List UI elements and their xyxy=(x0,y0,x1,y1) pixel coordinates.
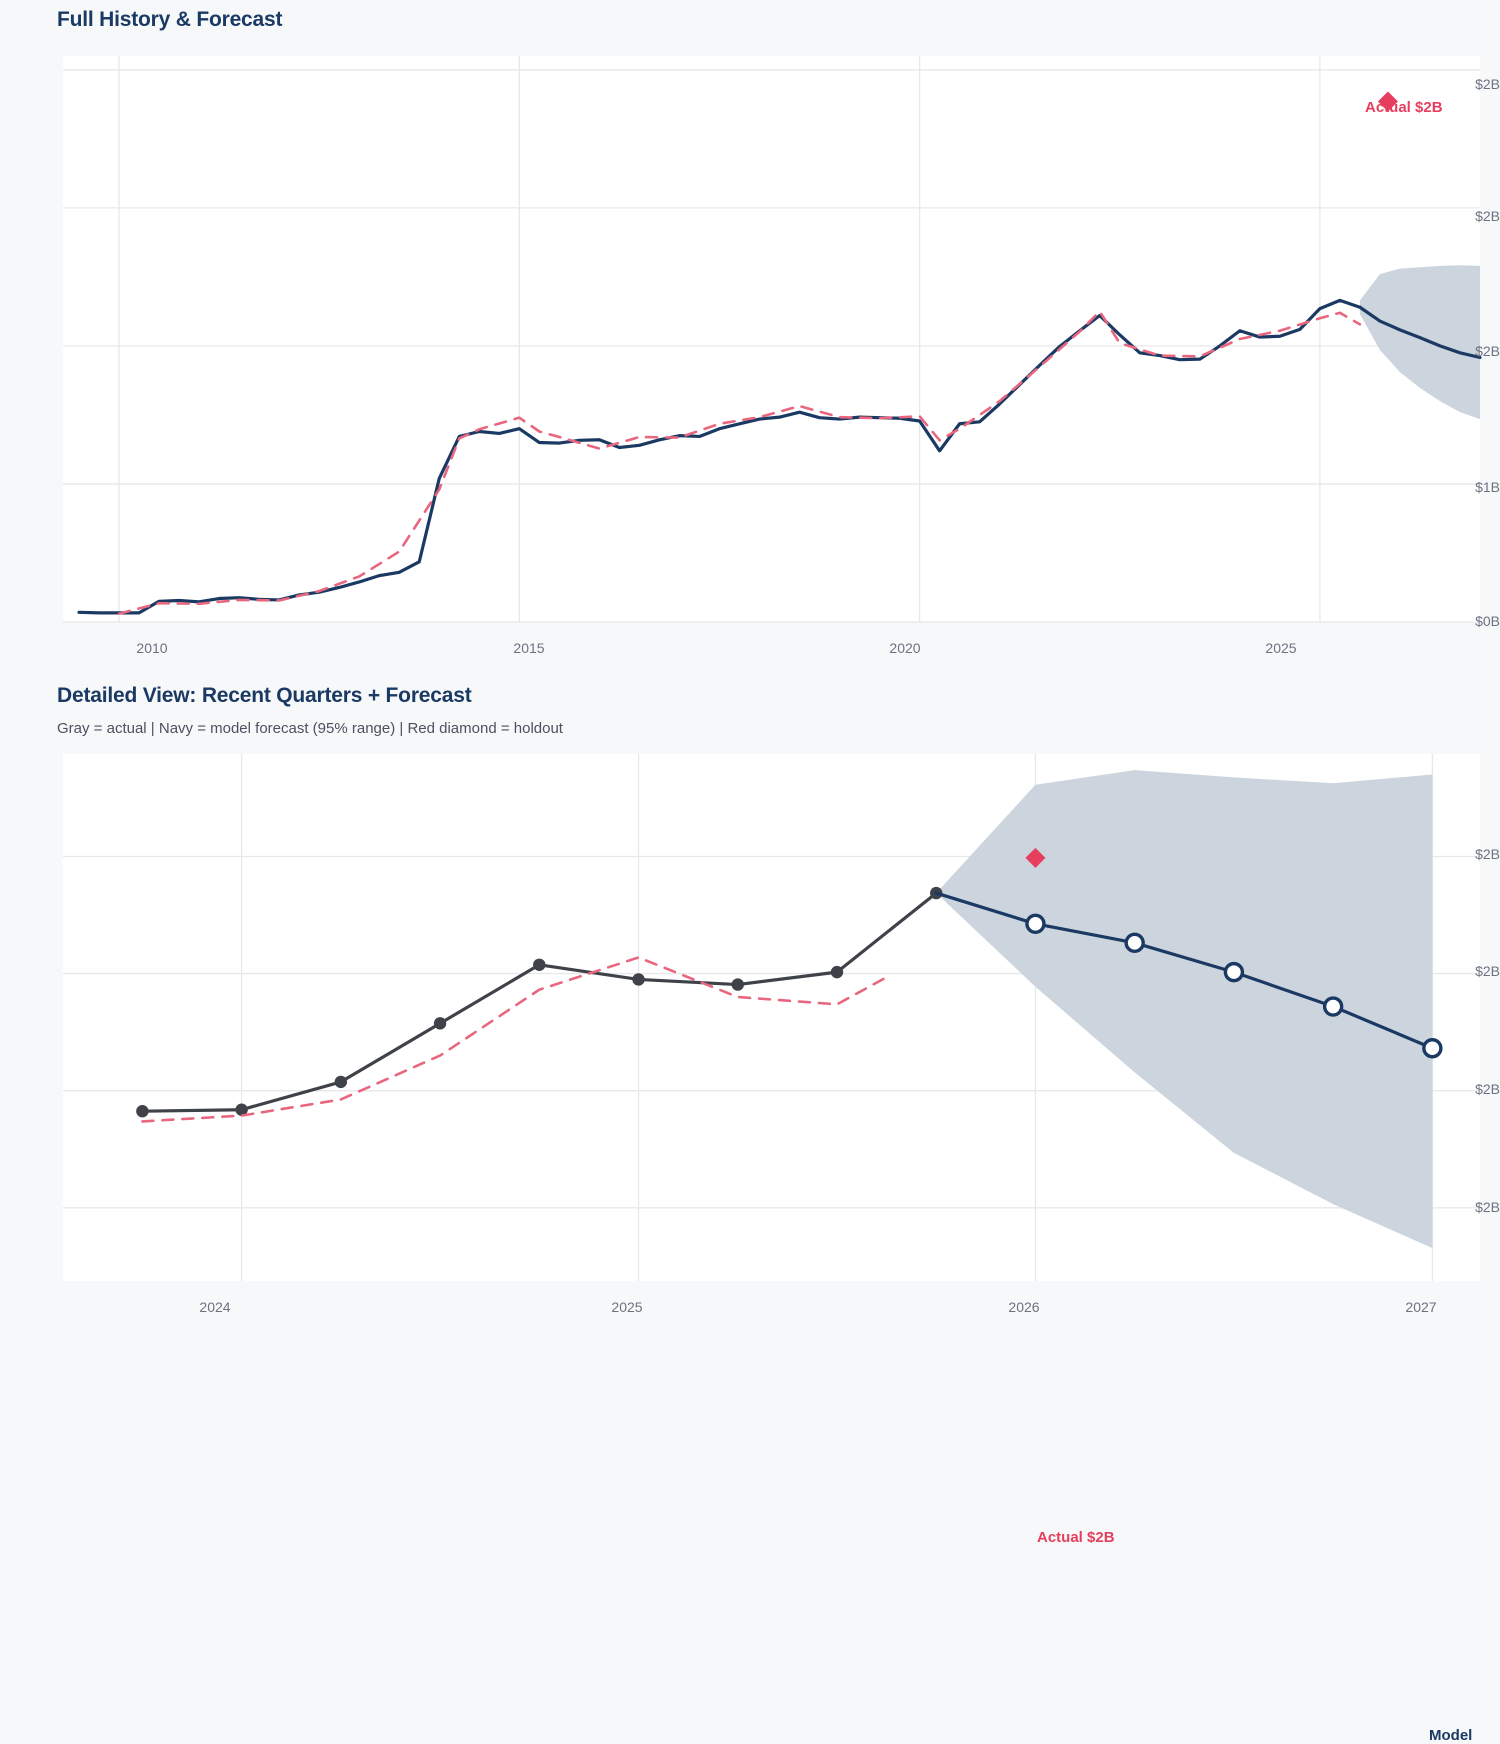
data-point-model_forecast xyxy=(1322,996,1344,1017)
panel-title-detailed-view: Detailed View: Recent Quarters + Forecas… xyxy=(57,684,472,707)
data-point-actual xyxy=(731,978,744,991)
xtick-bottom-2024: 2024 xyxy=(199,1299,231,1315)
panel-title-full-history: Full History & Forecast xyxy=(57,8,283,31)
forecast-confidence-band xyxy=(936,770,1433,1249)
data-point-actual xyxy=(136,1104,149,1118)
series-line-history xyxy=(77,298,1362,615)
data-point-model_forecast xyxy=(1124,932,1145,954)
series-end-label-model: Model xyxy=(1429,1727,1473,1744)
plot-area-detailed-view xyxy=(63,754,1480,1281)
series-line-model_forecast xyxy=(934,891,1434,1050)
xtick-bottom-2025: 2025 xyxy=(611,1299,643,1315)
holdout-diamond-marker xyxy=(1377,91,1398,112)
xtick-top-2025: 2025 xyxy=(1265,640,1297,656)
panel-full-history: Full History & Forecast $2B $2B $2B $1B … xyxy=(0,0,1500,672)
series-line-forecast xyxy=(1358,305,1482,360)
plot-area-full-history xyxy=(63,56,1482,623)
ytick-top-3: $1B xyxy=(1475,479,1500,495)
data-point-model_forecast xyxy=(1223,961,1245,983)
ytick-top-0: $2B xyxy=(1475,76,1500,92)
holdout-diamond-marker xyxy=(1025,847,1046,868)
ytick-bottom-2: $2B xyxy=(1475,1081,1500,1097)
data-point-actual xyxy=(433,1017,447,1030)
data-point-actual xyxy=(334,1075,348,1089)
data-point-actual xyxy=(235,1103,248,1116)
series-line-fitted xyxy=(117,310,1362,616)
data-point-actual xyxy=(632,973,645,986)
xtick-top-2020: 2020 xyxy=(889,640,921,656)
xtick-bottom-2026: 2026 xyxy=(1008,1299,1040,1315)
series-line-actual xyxy=(140,891,938,1113)
panel-detailed-view: Detailed View: Recent Quarters + Forecas… xyxy=(0,672,1500,1744)
data-point-actual xyxy=(533,958,546,971)
series-line-fitted xyxy=(141,956,888,1123)
data-point-model_forecast xyxy=(1422,1038,1443,1059)
xtick-top-2015: 2015 xyxy=(513,640,545,656)
data-point-actual xyxy=(830,965,844,979)
ytick-top-2: $2B xyxy=(1475,343,1500,359)
ytick-bottom-1: $2B xyxy=(1475,963,1500,979)
xtick-top-2010: 2010 xyxy=(136,640,168,656)
annotation-actual-holdout-bottom: Actual $2B xyxy=(1037,1529,1115,1546)
ytick-top-1: $2B xyxy=(1475,208,1500,224)
ytick-bottom-3: $2B xyxy=(1475,1199,1500,1215)
ytick-top-4: $0B xyxy=(1475,613,1500,629)
annotation-actual-holdout-top: Actual $2B xyxy=(1365,99,1443,116)
xtick-bottom-2027: 2027 xyxy=(1405,1299,1437,1315)
data-point-model_forecast xyxy=(1025,913,1046,935)
forecast-confidence-band xyxy=(1359,265,1480,420)
ytick-bottom-0: $2B xyxy=(1475,846,1500,862)
panel-subtitle-legend-text: Gray = actual | Navy = model forecast (9… xyxy=(57,720,563,737)
